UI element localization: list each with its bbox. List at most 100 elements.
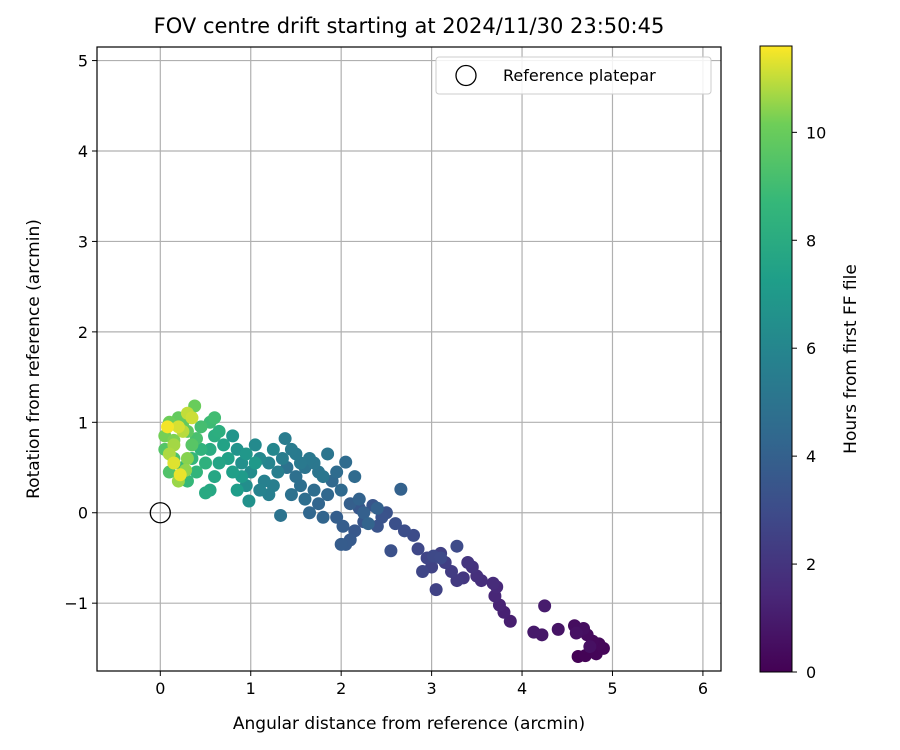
- data-point: [551, 622, 565, 636]
- data-point: [212, 424, 226, 438]
- x-axis-ticks: 0 1 2 3 4 5 6: [155, 671, 708, 698]
- data-point: [336, 519, 350, 533]
- data-point: [275, 451, 289, 465]
- data-point: [208, 411, 222, 425]
- data-point: [316, 510, 330, 524]
- data-point: [348, 470, 362, 484]
- y-tick-label: 5: [78, 52, 88, 71]
- data-point: [289, 470, 303, 484]
- colorbar-tick-label: 10: [806, 123, 826, 142]
- plot-frame: [96, 46, 722, 672]
- data-point: [226, 465, 240, 479]
- legend-box: [435, 56, 712, 95]
- x-tick-label: 6: [698, 679, 708, 698]
- colorbar-label: Hours from first FF file: [841, 264, 861, 454]
- x-tick-label: 3: [427, 679, 437, 698]
- chart-title: FOV centre drift starting at 2024/11/30 …: [154, 14, 665, 38]
- data-point: [312, 497, 326, 511]
- data-point: [189, 465, 203, 479]
- data-point: [284, 488, 298, 502]
- data-point: [284, 442, 298, 456]
- y-tick-label: 2: [78, 323, 88, 342]
- data-point: [217, 438, 231, 452]
- data-point: [334, 537, 348, 551]
- legend: Reference platepar: [435, 56, 712, 95]
- data-point: [361, 517, 375, 531]
- data-point: [271, 465, 285, 479]
- data-point: [339, 455, 353, 469]
- data-point: [239, 447, 253, 461]
- colorbar: 0 2 4 6 8 10 Hours from first FF file: [759, 45, 861, 682]
- colorbar-tick-label: 4: [806, 447, 816, 466]
- y-axis-ticks: −1 0 1 2 3 4 5: [64, 52, 97, 613]
- y-tick-label: 3: [78, 232, 88, 251]
- data-point: [316, 470, 330, 484]
- data-point: [266, 442, 280, 456]
- data-points: [158, 399, 610, 664]
- data-point: [248, 456, 262, 470]
- data-point: [434, 551, 448, 565]
- data-point: [330, 510, 344, 524]
- colorbar-tick-label: 6: [806, 339, 816, 358]
- data-point: [394, 482, 408, 496]
- data-point: [486, 576, 500, 590]
- data-point: [411, 542, 425, 556]
- colorbar-ticks: 0 2 4 6 8 10: [792, 123, 826, 682]
- data-point: [416, 565, 430, 579]
- reference-marker-layer: [149, 502, 171, 524]
- data-point: [450, 539, 464, 553]
- data-point: [583, 640, 597, 654]
- data-point: [194, 420, 208, 434]
- data-point: [226, 429, 240, 443]
- y-tick-label: −1: [64, 594, 88, 613]
- data-point: [171, 420, 185, 434]
- y-tick-label: 4: [78, 142, 88, 161]
- data-point: [461, 555, 475, 569]
- y-tick-label: 0: [78, 504, 88, 523]
- data-point: [307, 483, 321, 497]
- y-axis-label: Rotation from reference (arcmin): [24, 219, 44, 499]
- x-tick-label: 2: [336, 679, 346, 698]
- x-tick-label: 0: [155, 679, 165, 698]
- data-point: [248, 438, 262, 452]
- colorbar-tick-label: 2: [806, 555, 816, 574]
- colorbar-tick-label: 0: [806, 663, 816, 682]
- x-axis-label: Angular distance from reference (arcmin): [233, 714, 585, 734]
- data-point: [321, 488, 335, 502]
- data-point: [185, 438, 199, 452]
- data-point: [303, 506, 317, 520]
- data-point: [230, 483, 244, 497]
- data-point: [429, 583, 443, 597]
- data-point: [161, 420, 175, 434]
- x-tick-label: 4: [517, 679, 527, 698]
- grid: [97, 47, 721, 671]
- data-point: [357, 506, 371, 520]
- data-point: [527, 625, 541, 639]
- reference-marker-icon: [149, 502, 171, 524]
- data-point: [242, 494, 256, 508]
- data-point: [298, 492, 312, 506]
- data-point: [397, 524, 411, 538]
- legend-marker-icon: [455, 64, 477, 87]
- data-point: [352, 492, 366, 506]
- data-point: [503, 614, 517, 628]
- data-point: [185, 411, 199, 425]
- data-point: [253, 483, 267, 497]
- data-point: [330, 465, 344, 479]
- data-point: [199, 486, 213, 500]
- data-point: [274, 508, 288, 522]
- colorbar-tick-label: 8: [806, 231, 816, 250]
- data-point: [199, 456, 213, 470]
- data-point: [321, 447, 335, 461]
- y-tick-label: 1: [78, 413, 88, 432]
- data-point: [203, 442, 217, 456]
- data-point: [370, 501, 384, 515]
- data-point: [173, 468, 187, 482]
- x-tick-label: 5: [607, 679, 617, 698]
- data-point: [278, 432, 292, 446]
- data-point: [167, 456, 181, 470]
- legend-entry-reference: Reference platepar: [503, 66, 656, 85]
- data-point: [569, 626, 583, 640]
- x-tick-label: 1: [246, 679, 256, 698]
